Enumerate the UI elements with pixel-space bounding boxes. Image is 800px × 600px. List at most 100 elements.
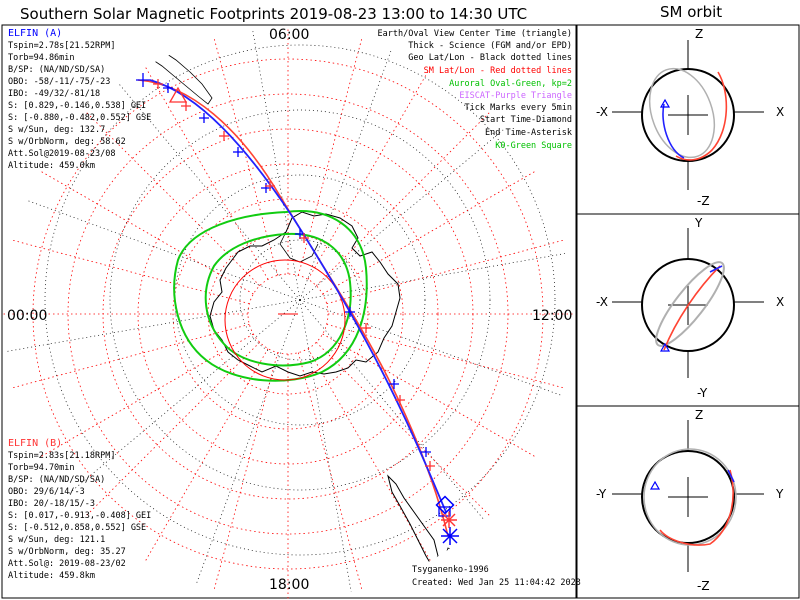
axis-label-top-2: Y [694, 216, 703, 230]
elfin-a-info: ELFIN (A) Tspin=2.78s[21.52RPM] Torb=94.… [8, 28, 151, 171]
geo-meridian-4 [54, 299, 301, 506]
elfin-b-line-5: S: [0.017,-0.913,-0.408] GEI [8, 511, 151, 521]
geo-meridian-1 [299, 299, 506, 546]
elfin-a-line-3: OBO: -58/-11/-75/-23 [8, 77, 110, 87]
axis-label-right-3: Y [775, 487, 784, 501]
axis-label-right-2: X [776, 295, 784, 309]
legend-item-1: Thick - Science (FGM and/or EPD) [408, 41, 572, 51]
sm-meridian-11 [3, 323, 250, 393]
sm-lat-circle-6 [32, 58, 544, 570]
sm-meridian-1 [326, 323, 573, 393]
elfin-b-track [137, 79, 449, 537]
axis-label-right-1: X [776, 105, 784, 119]
legend-item-7: Start Time-Diamond [480, 115, 572, 125]
mlt-label-top: 06:00 [269, 27, 309, 43]
orbit-panel-yz: Z -Z -Y Y [596, 408, 784, 593]
polar-plot-frame [1, 24, 577, 599]
orbit-a-triangle-1 [659, 98, 671, 108]
orbit-a-3 [727, 469, 735, 483]
elfin-a-tick-marks [163, 83, 431, 457]
legend-item-8: End Time-Asterisk [485, 128, 572, 138]
sm-meridian-8 [137, 348, 269, 575]
sm-inner-red-circle [224, 259, 346, 381]
legend: Earth/Oval View Center Time (triangle) T… [378, 29, 572, 151]
elfin-b-line-2: B/SP: (NA/ND/SD/SA) [8, 475, 105, 485]
orbit-b-3 [659, 469, 734, 546]
sm-meridian-2 [322, 333, 549, 465]
elfin-a-line-8: S w/OrbNorm, deg: 58.62 [8, 137, 126, 147]
elfin-a-start-diamond [435, 495, 455, 515]
elfin-a-line-4: IBO: -49/32/-81/18 [8, 89, 100, 99]
polar-map [3, 29, 573, 599]
orbit-a-triangle-3 [649, 480, 661, 490]
sm-meridian-16 [137, 53, 269, 280]
geo-meridian-10 [299, 94, 546, 301]
axis-label-bottom-2: -Y [697, 386, 708, 400]
sm-meridian-10 [27, 333, 254, 465]
orbit-panel-xz: Z -Z -X X [596, 27, 784, 208]
geo-meridian-8 [244, 29, 301, 301]
elfin-a-end-marker [136, 73, 150, 87]
elfin-a-line-6: S: [-0.880,-0.482,0.552] GSE [8, 113, 151, 123]
orbit-a-2 [709, 265, 723, 273]
legend-item-6: Tick Marks every 5min [465, 103, 572, 113]
geo-meridian-5 [3, 299, 301, 356]
sm-meridian-23 [326, 235, 573, 305]
geo-latlon-grid [3, 29, 573, 599]
legend-item-5: EISCAT-Purple Triangle [459, 91, 572, 101]
axis-label-left-3: -Y [596, 487, 607, 501]
orbit-panel-xy: Y -Y -X X [596, 216, 784, 400]
elfin-b-line-9: Att.Sol@: 2019-08-23/02 [8, 559, 126, 569]
elfin-a-line-9: Att.Sol@2019-08-23/08 [8, 149, 115, 159]
sm-meridian-21 [316, 101, 501, 286]
created-timestamp: Created: Wed Jan 25 11:04:42 2023 [412, 578, 581, 588]
orbit-gray-2 [655, 261, 725, 347]
legend-item-2: Geo Lat/Lon - Black dotted lines [408, 53, 572, 63]
legend-item-0: Earth/Oval View Center Time (triangle) [378, 29, 572, 39]
axis-label-left-2: -X [596, 295, 608, 309]
elfin-a-line-5: S: [0.829,-0.146,0.538] GEI [8, 101, 146, 111]
orbit-a-1 [662, 103, 685, 159]
sm-meridian-3 [316, 342, 501, 527]
sm-lat-circle-1 [207, 233, 369, 395]
orbit-panel-frame-3 [576, 405, 800, 599]
elfin-b-line-1: Torb=94.70min [8, 463, 75, 473]
elfin-b-line-6: S: [-0.512,0.858,0.552] GSE [8, 523, 146, 533]
orbit-gray-1 [648, 67, 716, 159]
mlt-label-right: 12:00 [532, 308, 572, 324]
sm-meridian-5 [297, 352, 367, 599]
elfin-b-view-center-triangle [168, 86, 188, 103]
elfin-a-line-10: Altitude: 459.0km [8, 161, 95, 171]
elfin-b-line-10: Altitude: 459.8km [8, 571, 95, 581]
geo-lat-circle-3 [44, 44, 556, 556]
geo-meridian-2 [299, 299, 356, 599]
mlt-label-bottom: 18:00 [269, 577, 309, 593]
elfin-b-start-asterisk [441, 512, 457, 528]
elfin-b-name: ELFIN (B) [8, 438, 62, 449]
elfin-a-end-asterisk [441, 527, 459, 545]
sm-meridian-9 [75, 342, 260, 527]
elfin-a-line-0: Tspin=2.78s[21.52RPM] [8, 41, 115, 51]
sm-meridian-13 [3, 235, 250, 305]
geo-meridian-3 [189, 299, 301, 599]
elfin-a-line-7: S w/Sun, deg: 132.7 [8, 125, 105, 135]
geo-meridian-9 [299, 29, 411, 301]
legend-item-9: K0-Green Square [495, 141, 572, 151]
orbit-b-2 [663, 265, 721, 351]
figure-title: Southern Solar Magnetic Footprints 2019-… [20, 5, 527, 23]
sm-meridian-14 [27, 163, 254, 295]
auroral-oval [173, 210, 368, 382]
sm-meridian-7 [209, 352, 279, 599]
geo-meridian-6 [3, 189, 301, 301]
sm-meridian-15 [75, 101, 260, 286]
elfin-b-line-4: IBO: 20/-18/15/-3 [8, 499, 95, 509]
sm-lat-circle-3 [137, 163, 439, 465]
elfin-b-line-0: Tspin=2.83s[21.18RPM] [8, 451, 115, 461]
axis-label-top-3: Z [695, 408, 703, 422]
elfin-a-name: ELFIN (A) [8, 28, 62, 39]
orbit-b-1 [675, 71, 728, 161]
geo-meridian-0 [299, 299, 573, 411]
africa-coastline [149, 47, 213, 105]
elfin-a-line-1: Torb=94.86min [8, 53, 75, 63]
orbit-title: SM orbit [660, 3, 722, 21]
